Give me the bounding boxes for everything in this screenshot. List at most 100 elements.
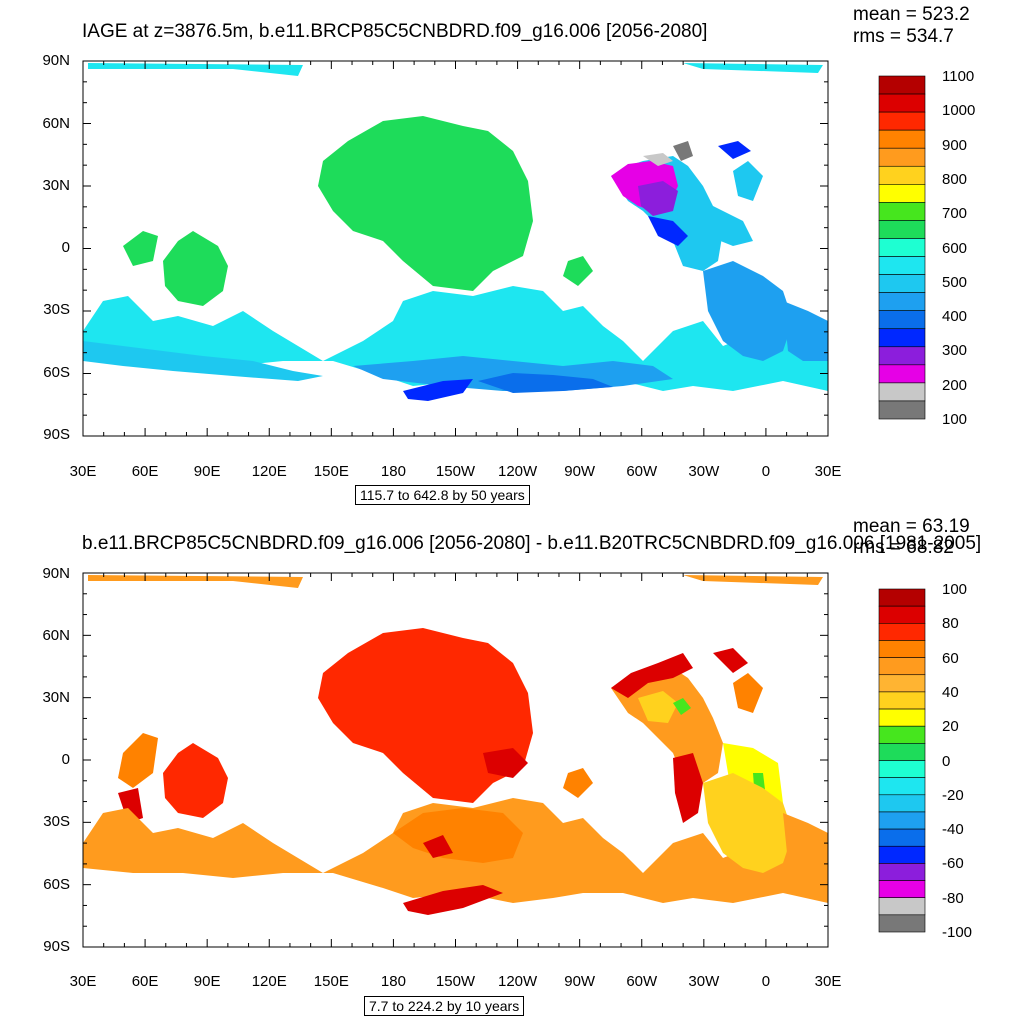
p2-colorbar-swatch [878, 794, 926, 813]
p2-lat-0: 0 [61, 751, 70, 768]
p1-colorbar-swatch [878, 75, 926, 95]
p2-lat-90s: 90S [43, 938, 70, 955]
p2-lat-30s: 30S [43, 813, 70, 830]
p2-colorbar-label: 80 [942, 615, 959, 633]
p1-colorbar-swatch [878, 220, 926, 239]
p2-colorbar-swatch [878, 863, 926, 881]
p1-colorbar-swatch [878, 184, 926, 203]
p1-colorbar-label: 900 [942, 136, 968, 154]
p2-colorbar-label: 60 [942, 649, 959, 667]
p1-lon-label: 120W [497, 463, 538, 480]
p2-lon-label: 60E [131, 973, 159, 990]
p1-colorbar-label: 1000 [942, 102, 976, 120]
p2-lon-label: 30E [69, 973, 97, 990]
p1-colorbar-swatch [878, 256, 926, 275]
panel2-rms: rms = 68.82 [853, 537, 954, 558]
p2-colorbar-swatch [878, 691, 926, 710]
p1-lat-90s: 90S [43, 426, 70, 443]
p2-lon-label: 0 [761, 973, 771, 990]
p2-colorbar-swatch [878, 743, 926, 761]
p2-lon-label: 30E [814, 973, 842, 990]
p1-colorbar-swatch [878, 111, 926, 131]
p1-colorbar-label: 600 [942, 239, 968, 257]
p2-lon-label: 120W [497, 973, 538, 990]
p1-colorbar-swatch [878, 238, 926, 257]
p1-lon-label: 180 [380, 463, 406, 480]
p2-colorbar-swatch [878, 777, 926, 796]
p1-lon-label: 150E [313, 463, 349, 480]
p1-lon-label: 0 [761, 463, 771, 480]
p2-lon-label: 60W [626, 973, 658, 990]
p1-lon-label: 30E [814, 463, 842, 480]
p1-colorbar-label: 400 [942, 308, 968, 326]
p1-colorbar-swatch [878, 202, 926, 221]
p2-colorbar-swatch [878, 914, 926, 933]
p2-colorbar-swatch [878, 811, 926, 830]
p2-colorbar-swatch [878, 845, 926, 864]
p2-colorbar-label: -20 [942, 786, 964, 804]
p1-colorbar-swatch [878, 346, 926, 366]
p2-lat-60s: 60S [43, 876, 70, 893]
panel1-map [83, 61, 828, 436]
p1-colorbar-label: 200 [942, 376, 968, 394]
p1-colorbar-swatch [878, 310, 926, 330]
p1-lon-label: 60W [626, 463, 658, 480]
p1-lon-label: 90W [564, 463, 596, 480]
p1-colorbar-label: 700 [942, 205, 968, 223]
p2-lon-label: 150W [435, 973, 476, 990]
p2-colorbar-swatch [878, 760, 926, 778]
panel2-frame [82, 572, 829, 948]
p2-lon-label: 150E [313, 973, 349, 990]
panel2-mean: mean = 63.19 [853, 516, 970, 537]
p2-colorbar-swatch [878, 828, 926, 847]
p1-colorbar-label: 1100 [942, 68, 975, 85]
p2-lon-label: 180 [380, 973, 406, 990]
p2-colorbar-label: -80 [942, 889, 964, 907]
p1-lon-label: 90E [193, 463, 221, 480]
p1-colorbar-swatch [878, 274, 926, 293]
p2-colorbar-label: -40 [942, 821, 964, 839]
p2-lon-label: 120E [251, 973, 287, 990]
p2-colorbar-label: 40 [942, 683, 959, 701]
p2-colorbar-label: -100 [942, 924, 973, 941]
p2-colorbar-swatch [878, 725, 926, 744]
p1-colorbar-label: 300 [942, 342, 968, 360]
p1-colorbar-label: 800 [942, 170, 968, 188]
p2-colorbar-swatch [878, 674, 926, 693]
p1-lon-label: 30E [69, 463, 97, 480]
panel1-colorbar [878, 75, 926, 420]
p1-colorbar-label: 100 [942, 411, 968, 428]
p1-colorbar-swatch [878, 93, 926, 113]
panel2-map [83, 573, 828, 947]
p1-lon-label: 60E [131, 463, 159, 480]
p1-colorbar-swatch [878, 400, 926, 420]
p1-colorbar-swatch [878, 147, 926, 167]
p1-lon-label: 150W [435, 463, 476, 480]
p2-colorbar-label: -60 [942, 855, 964, 873]
p2-colorbar-swatch [878, 622, 926, 641]
panel1-rms: rms = 534.7 [853, 26, 954, 47]
panel1-title: IAGE at z=3876.5m, b.e11.BRCP85C5CNBDRD.… [82, 21, 708, 42]
p2-lon-label: 90W [564, 973, 596, 990]
panel1-mean: mean = 523.2 [853, 4, 970, 25]
p1-lat-90n: 90N [42, 52, 70, 69]
panel2-colorbar [878, 588, 926, 933]
p2-colorbar-swatch [878, 657, 926, 676]
p1-lon-label: 30W [688, 463, 720, 480]
p2-lon-label: 90E [193, 973, 221, 990]
p1-lat-60s: 60S [43, 364, 70, 381]
p1-lat-60n: 60N [42, 115, 70, 132]
p2-colorbar-label: 20 [942, 718, 959, 736]
p2-colorbar-swatch [878, 588, 926, 607]
p1-colorbar-swatch [878, 292, 926, 311]
p2-colorbar-label: 100 [942, 581, 968, 598]
p2-colorbar-swatch [878, 897, 926, 916]
panel2-range-box: 7.7 to 224.2 by 10 years [364, 996, 525, 1016]
p1-colorbar-swatch [878, 129, 926, 149]
p2-lat-30n: 30N [42, 689, 70, 706]
p1-colorbar-swatch [878, 382, 926, 402]
p2-colorbar-swatch [878, 640, 926, 658]
p2-lat-90n: 90N [42, 565, 70, 582]
p1-lat-30s: 30S [43, 301, 70, 318]
p2-colorbar-swatch [878, 880, 926, 898]
